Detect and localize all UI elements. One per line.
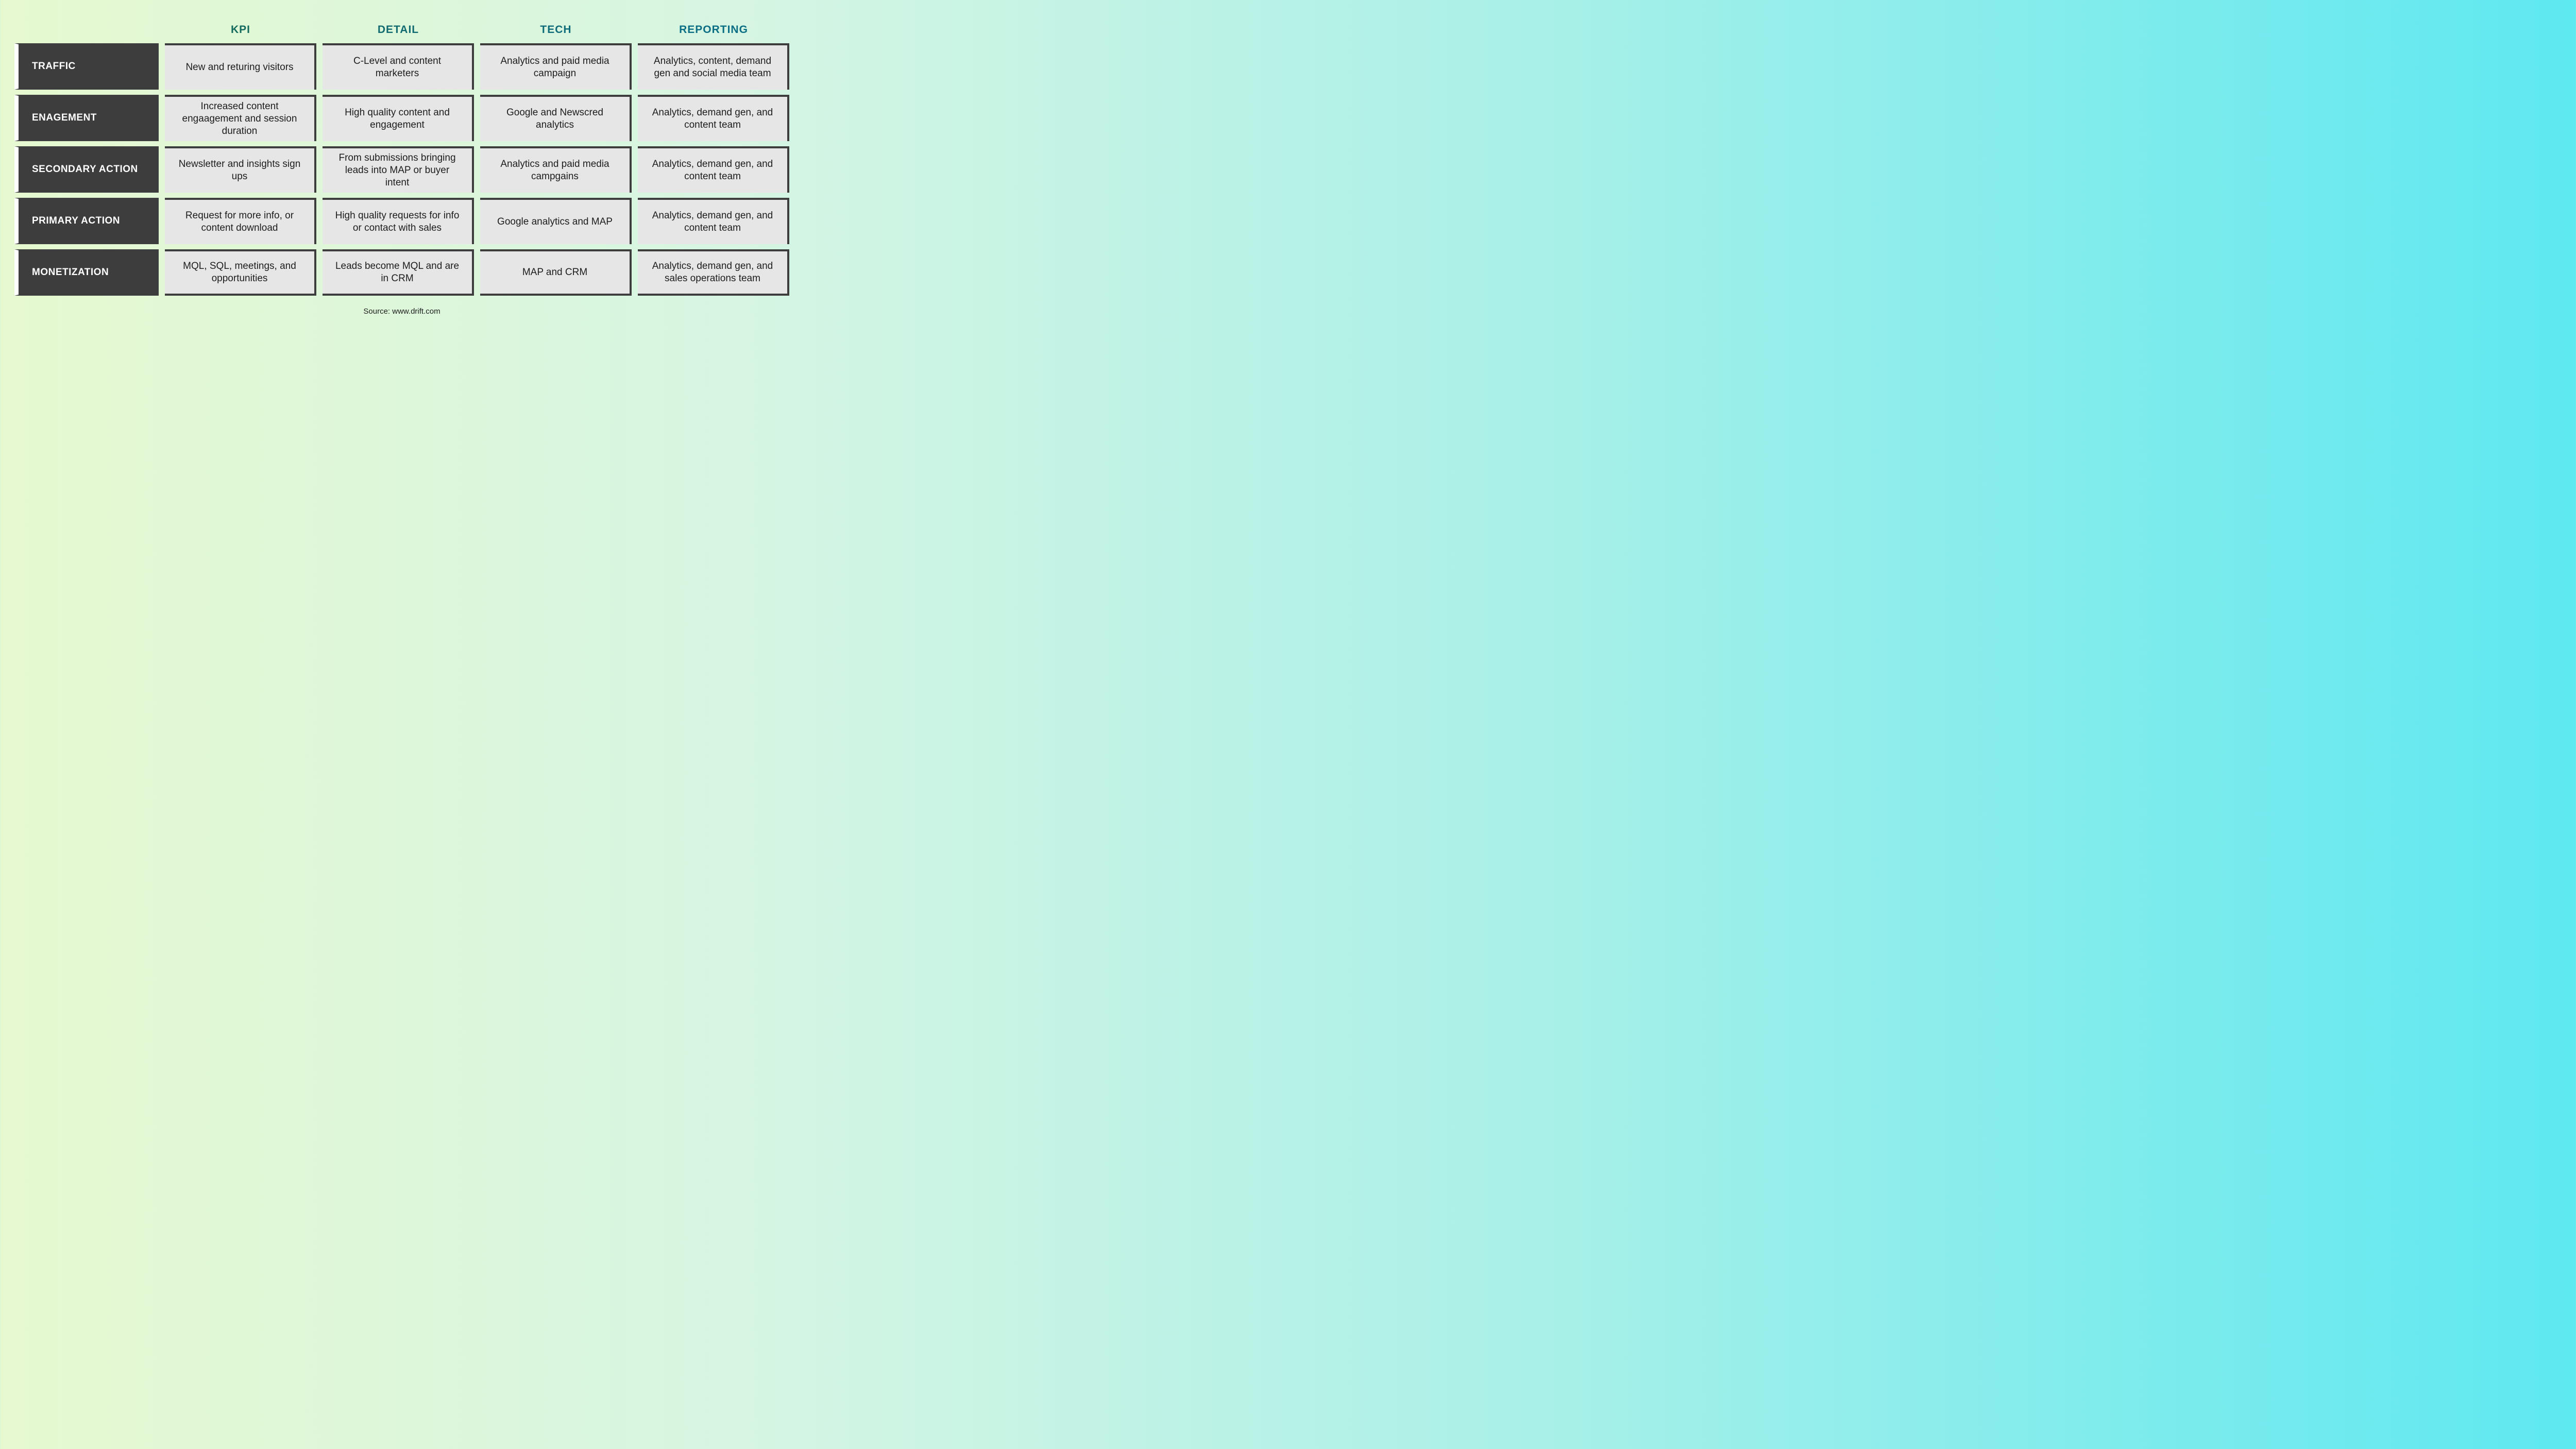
cell-secondary-reporting: Analytics, demand gen, and content team xyxy=(638,146,789,193)
cell-monetization-detail: Leads become MQL and are in CRM xyxy=(323,249,474,296)
row-header-engagement: ENAGEMENT xyxy=(14,95,159,141)
cell-engagement-kpi: Increased content engaagement and sessio… xyxy=(165,95,316,141)
cell-traffic-reporting: Analytics, content, demand gen and socia… xyxy=(638,43,789,90)
column-header-kpi: KPI xyxy=(165,15,316,38)
cell-primary-detail: High quality requests for info or contac… xyxy=(323,198,474,244)
cell-engagement-tech: Google and Newscred analytics xyxy=(480,95,632,141)
cell-monetization-reporting: Analytics, demand gen, and sales operati… xyxy=(638,249,789,296)
cell-traffic-tech: Analytics and paid media campaign xyxy=(480,43,632,90)
kpi-matrix-table: KPI DETAIL TECH REPORTING TRAFFIC New an… xyxy=(14,15,789,296)
cell-primary-reporting: Analytics, demand gen, and content team xyxy=(638,198,789,244)
cell-engagement-reporting: Analytics, demand gen, and content team xyxy=(638,95,789,141)
cell-traffic-kpi: New and returing visitors xyxy=(165,43,316,90)
cell-traffic-detail: C-Level and content marketers xyxy=(323,43,474,90)
cell-secondary-detail: From submissions bringing leads into MAP… xyxy=(323,146,474,193)
column-header-detail: DETAIL xyxy=(323,15,474,38)
cell-primary-kpi: Request for more info, or content downlo… xyxy=(165,198,316,244)
cell-engagement-detail: High quality content and engagement xyxy=(323,95,474,141)
cell-monetization-tech: MAP and CRM xyxy=(480,249,632,296)
column-header-reporting: REPORTING xyxy=(638,15,789,38)
row-header-primary-action: PRIMARY ACTION xyxy=(14,198,159,244)
row-header-monetization: MONETIZATION xyxy=(14,249,159,296)
row-header-secondary-action: SECONDARY ACTION xyxy=(14,146,159,193)
column-header-tech: TECH xyxy=(480,15,632,38)
corner-spacer xyxy=(14,15,159,38)
row-header-traffic: TRAFFIC xyxy=(14,43,159,90)
cell-primary-tech: Google analytics and MAP xyxy=(480,198,632,244)
cell-monetization-kpi: MQL, SQL, meetings, and opportunities xyxy=(165,249,316,296)
cell-secondary-kpi: Newsletter and insights sign ups xyxy=(165,146,316,193)
source-attribution: Source: www.drift.com xyxy=(14,307,789,316)
cell-secondary-tech: Analytics and paid media campgains xyxy=(480,146,632,193)
